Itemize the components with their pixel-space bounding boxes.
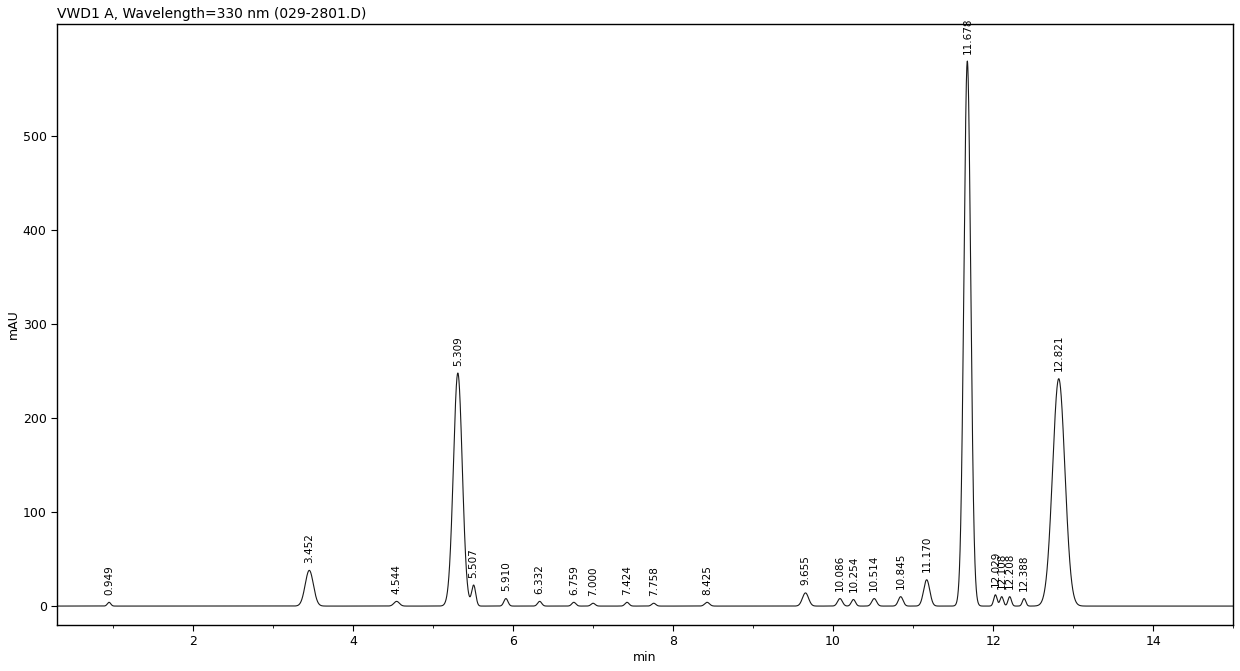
Text: 10.514: 10.514 [869,555,879,591]
Text: 7.758: 7.758 [649,566,658,596]
Text: 5.910: 5.910 [501,561,511,591]
Y-axis label: mAU: mAU [7,309,20,339]
Text: 3.452: 3.452 [304,533,314,563]
Text: 7.424: 7.424 [622,565,632,595]
Text: 12.821: 12.821 [1054,335,1064,371]
Text: 6.759: 6.759 [569,565,579,595]
Text: 11.678: 11.678 [962,17,972,54]
Text: 12.208: 12.208 [1004,553,1014,589]
Text: 8.425: 8.425 [702,565,712,595]
Text: 6.332: 6.332 [534,564,544,594]
Text: 10.845: 10.845 [895,553,905,589]
Text: 10.254: 10.254 [848,556,858,592]
Text: 0.949: 0.949 [104,565,114,595]
Text: 9.655: 9.655 [801,556,811,585]
Text: 12.388: 12.388 [1019,554,1029,591]
Text: 11.170: 11.170 [921,536,931,572]
Text: 10.086: 10.086 [835,555,844,591]
Text: 12.029: 12.029 [991,551,1001,587]
Text: 7.000: 7.000 [588,566,598,596]
Text: 12.108: 12.108 [997,553,1007,589]
X-axis label: min: min [634,651,657,664]
Text: 5.309: 5.309 [453,336,463,366]
Text: 5.507: 5.507 [469,548,479,578]
Text: 4.544: 4.544 [392,564,402,594]
Text: VWD1 A, Wavelength=330 nm (029-2801.D): VWD1 A, Wavelength=330 nm (029-2801.D) [57,7,367,21]
